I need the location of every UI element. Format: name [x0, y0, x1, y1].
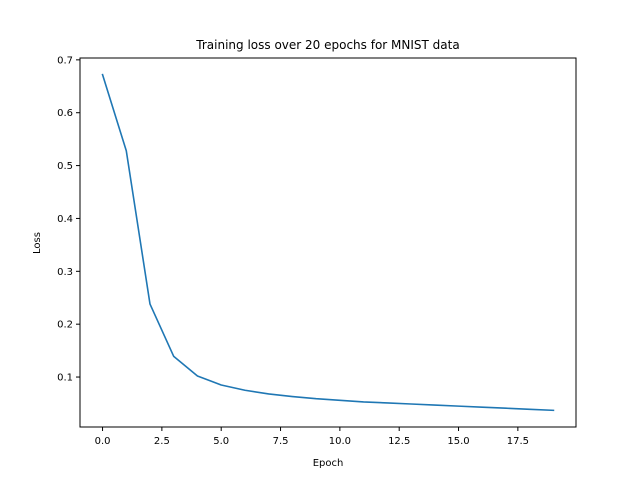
- x-tick-label: 17.5: [507, 436, 529, 447]
- x-tick-label: 12.5: [388, 436, 410, 447]
- axes-frame: [79, 57, 577, 428]
- y-axis-ticks: 0.1 0.2 0.3 0.4 0.5 0.6 0.7: [57, 55, 80, 384]
- y-axis-label: Loss: [32, 232, 43, 254]
- y-tick-label: 0.4: [57, 214, 73, 225]
- x-tick-label: 10.0: [329, 436, 351, 447]
- x-axis-label: Epoch: [313, 458, 344, 469]
- y-tick-label: 0.1: [57, 373, 73, 384]
- x-tick-label: 5.0: [213, 436, 229, 447]
- y-tick-label: 0.3: [57, 267, 73, 278]
- x-tick-label: 0.0: [95, 436, 111, 447]
- y-tick-label: 0.2: [57, 320, 73, 331]
- loss-series-line: [101, 73, 555, 412]
- x-axis-ticks: 0.0 2.5 5.0 7.5 10.0 12.5 15.0 17.5: [95, 427, 529, 447]
- chart-title: Training loss over 20 epochs for MNIST d…: [195, 38, 459, 52]
- y-tick-label: 0.7: [57, 55, 73, 66]
- plot-area: 0.0 2.5 5.0 7.5 10.0 12.5 15.0 17.5 0.10.20.30.…: [57, 55, 577, 447]
- series-layer: [101, 73, 555, 412]
- x-tick-label: 15.0: [447, 436, 469, 447]
- x-tick-label: 7.5: [273, 436, 289, 447]
- y-tick-label: 0.6: [57, 108, 73, 119]
- y-tick-label: 0.5: [57, 161, 73, 172]
- x-tick-label: 2.5: [154, 436, 170, 447]
